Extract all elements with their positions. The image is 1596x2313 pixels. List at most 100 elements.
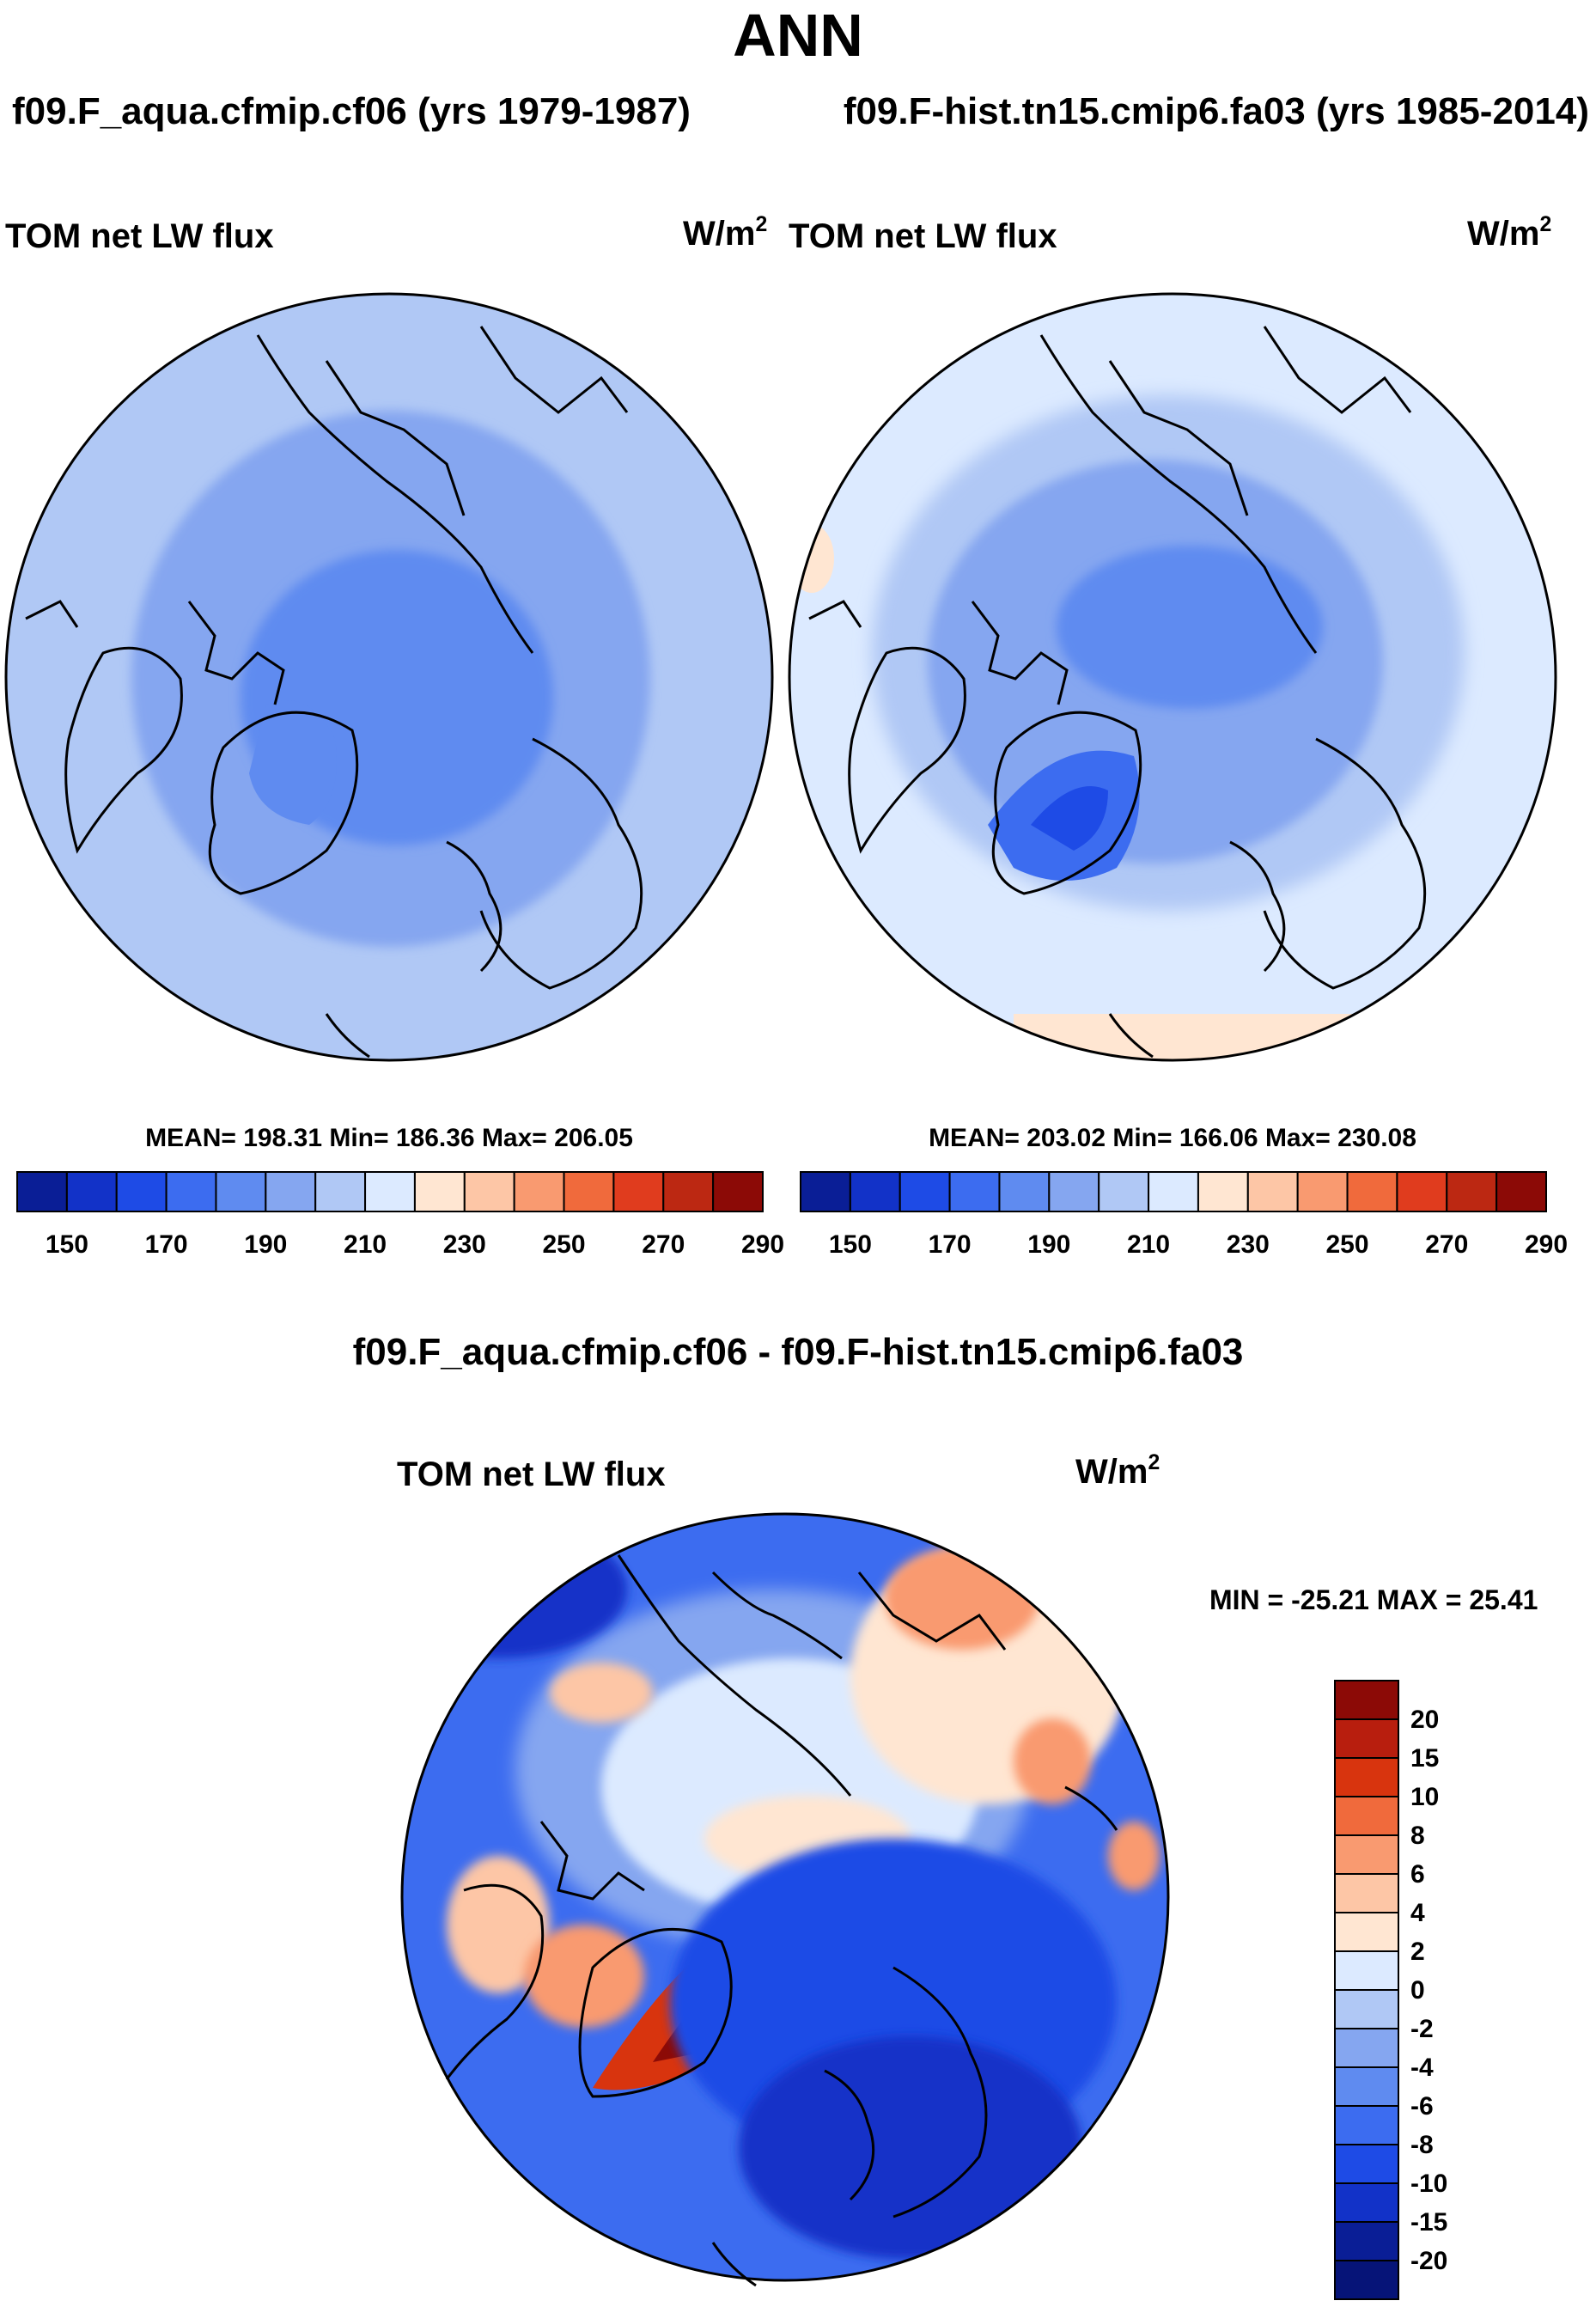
panel1-case-title: f09.F_aqua.cfmip.cf06 (yrs 1979-1987) bbox=[12, 90, 691, 132]
diff-field-east-hot bbox=[1108, 1822, 1160, 1890]
panel1-units-exp: 2 bbox=[755, 212, 768, 236]
diff-field-arctic-warm bbox=[550, 1663, 653, 1723]
panel1-colorbar-box bbox=[314, 1171, 367, 1212]
diff-colorbar-box bbox=[1334, 2105, 1399, 2145]
panel1-coastlines bbox=[25, 326, 643, 1059]
panel2-colorbar-box bbox=[849, 1171, 901, 1212]
diff-colorbar-tick-label: -2 bbox=[1410, 2015, 1434, 2043]
panel1-colorbar-box bbox=[16, 1171, 68, 1212]
panel1-colorbar-box bbox=[563, 1171, 615, 1212]
panel2-stats: MEAN= 203.02 Min= 166.06 Max= 230.08 bbox=[929, 1124, 1416, 1152]
diff-map-border bbox=[400, 1512, 1170, 2282]
panel1-map-border bbox=[4, 292, 774, 1062]
panel2-colorbar-box bbox=[1246, 1171, 1299, 1212]
diff-colorbar-tick-label: 4 bbox=[1410, 1899, 1425, 1927]
panel2-colorbar-box bbox=[800, 1171, 851, 1212]
diff-colorbar-box bbox=[1334, 2028, 1399, 2068]
panel2-colorbar-box bbox=[1495, 1171, 1547, 1212]
diff-colorbar-box bbox=[1334, 2182, 1399, 2223]
panel1-field-greenland bbox=[249, 700, 337, 825]
panel2-map-border bbox=[788, 292, 1557, 1062]
diff-field-europe-colder bbox=[739, 2036, 1082, 2260]
diff-colorbar-box bbox=[1334, 1718, 1399, 1759]
panel2-case-title: f09.F-hist.tn15.cmip6.fa03 (yrs 1985-201… bbox=[843, 90, 1589, 132]
panel2-colorbar-box bbox=[1197, 1171, 1249, 1212]
panel1-colorbar-box bbox=[463, 1171, 515, 1212]
diff-colorbar-tick-label: 10 bbox=[1410, 1783, 1439, 1811]
figure-title: ANN bbox=[733, 2, 863, 69]
diff-colorbar-tick-label: -15 bbox=[1410, 2208, 1447, 2237]
diff-colorbar-box bbox=[1334, 1912, 1399, 1952]
panel1-colorbar-box bbox=[364, 1171, 416, 1212]
panel2-colorbar-tick-label: 230 bbox=[1227, 1230, 1270, 1259]
diff-colorbar-box bbox=[1334, 1834, 1399, 1875]
diff-map bbox=[400, 1512, 1170, 2287]
panel2-coastlines bbox=[808, 326, 1427, 1059]
panel2-map bbox=[788, 292, 1557, 1062]
diff-colorbar-tick-label: 8 bbox=[1410, 1822, 1425, 1850]
panel2-units-base: W/m bbox=[1467, 215, 1540, 253]
diff-field-alaska-warm bbox=[447, 1856, 550, 1993]
panel1-stats: MEAN= 198.31 Min= 186.36 Max= 206.05 bbox=[145, 1124, 633, 1152]
diff-colorbar-tick-label: -4 bbox=[1410, 2054, 1434, 2082]
panel2-colorbar-box bbox=[948, 1171, 1001, 1212]
panel1-variable-label: TOM net LW flux bbox=[5, 217, 274, 255]
diff-coastlines bbox=[445, 1554, 1118, 2287]
diff-colorbar-box bbox=[1334, 1950, 1399, 1991]
diff-variable-label: TOM net LW flux bbox=[397, 1456, 666, 1493]
panel1-colorbar-box bbox=[662, 1171, 715, 1212]
panel1-colorbar-tick-label: 290 bbox=[741, 1230, 784, 1259]
panel1-colorbar-box bbox=[712, 1171, 764, 1212]
panel2-colorbar: 150 170 190 210 230 250 270 290 bbox=[800, 1171, 1568, 1259]
diff-colorbar-box bbox=[1334, 1873, 1399, 1913]
panel1-colorbar-box bbox=[612, 1171, 665, 1212]
panel2-colorbar-box bbox=[998, 1171, 1051, 1212]
diff-colorbar-box bbox=[1334, 2066, 1399, 2107]
diff-units: W/m2 bbox=[1075, 1452, 1160, 1489]
panel1-colorbar-box bbox=[115, 1171, 168, 1212]
diff-colorbar-box bbox=[1334, 1757, 1399, 1797]
diff-colorbar-tick-label: -8 bbox=[1410, 2131, 1434, 2159]
diff-colorbar-tick-label: 0 bbox=[1410, 1976, 1425, 2005]
panel2-colorbar-tick-label: 250 bbox=[1326, 1230, 1369, 1259]
panel1-colorbar-tick-label: 150 bbox=[46, 1230, 88, 1259]
diff-colorbar-tick-label: -20 bbox=[1410, 2247, 1447, 2275]
panel2-colorbar-box bbox=[1346, 1171, 1398, 1212]
panel2-units-exp: 2 bbox=[1539, 212, 1552, 236]
panel2-field-greenland-min bbox=[1031, 786, 1108, 851]
panel1-colorbar-box bbox=[413, 1171, 466, 1212]
panel2-colorbar-box bbox=[1098, 1171, 1150, 1212]
diff-field-asia-hot bbox=[885, 1547, 1039, 1650]
diff-colorbar-box bbox=[1334, 2260, 1399, 2300]
panel2-variable-label: TOM net LW flux bbox=[789, 217, 1057, 255]
diff-colorbar-box bbox=[1334, 2221, 1399, 2261]
diff-colorbar-tick-label: -10 bbox=[1410, 2170, 1447, 2198]
diff-colorbar-box bbox=[1334, 2144, 1399, 2184]
diff-colorbar-tick-label: 6 bbox=[1410, 1860, 1425, 1889]
panel1-units: W/m2 bbox=[683, 214, 767, 253]
panel1-colorbar-tick-label: 170 bbox=[145, 1230, 188, 1259]
panel1-colorbar: 150 170 190 210 230 250 270 290 bbox=[16, 1171, 784, 1259]
diff-field-pacific-cold bbox=[402, 1521, 627, 1658]
panel1-colorbar-tick-label: 190 bbox=[244, 1230, 287, 1259]
panel1-colorbar-box bbox=[215, 1171, 267, 1212]
panel1-units-base: W/m bbox=[683, 215, 756, 253]
diff-colorbar-tick-label: 2 bbox=[1410, 1938, 1425, 1966]
diff-colorbar-tick-label: 15 bbox=[1410, 1744, 1439, 1773]
panel2-units: W/m2 bbox=[1467, 214, 1551, 253]
panel2-colorbar-tick-label: 210 bbox=[1127, 1230, 1170, 1259]
diff-colorbar-tick-label: -6 bbox=[1410, 2092, 1434, 2121]
panel2-colorbar-tick-label: 150 bbox=[829, 1230, 872, 1259]
panel1-colorbar-box bbox=[65, 1171, 118, 1212]
panel1-colorbar-tick-label: 270 bbox=[642, 1230, 685, 1259]
panel2-colorbar-box bbox=[1446, 1171, 1498, 1212]
panel1-map bbox=[4, 292, 774, 1062]
panel2-colorbar-box bbox=[1048, 1171, 1100, 1212]
diff-units-exp: 2 bbox=[1148, 1450, 1160, 1474]
panel2-colorbar-tick-label: 290 bbox=[1525, 1230, 1568, 1259]
diff-colorbar-box bbox=[1334, 1796, 1399, 1836]
diff-case-title: f09.F_aqua.cfmip.cf06 - f09.F-hist.tn15.… bbox=[352, 1331, 1244, 1373]
diff-colorbar-box bbox=[1334, 1680, 1399, 1720]
